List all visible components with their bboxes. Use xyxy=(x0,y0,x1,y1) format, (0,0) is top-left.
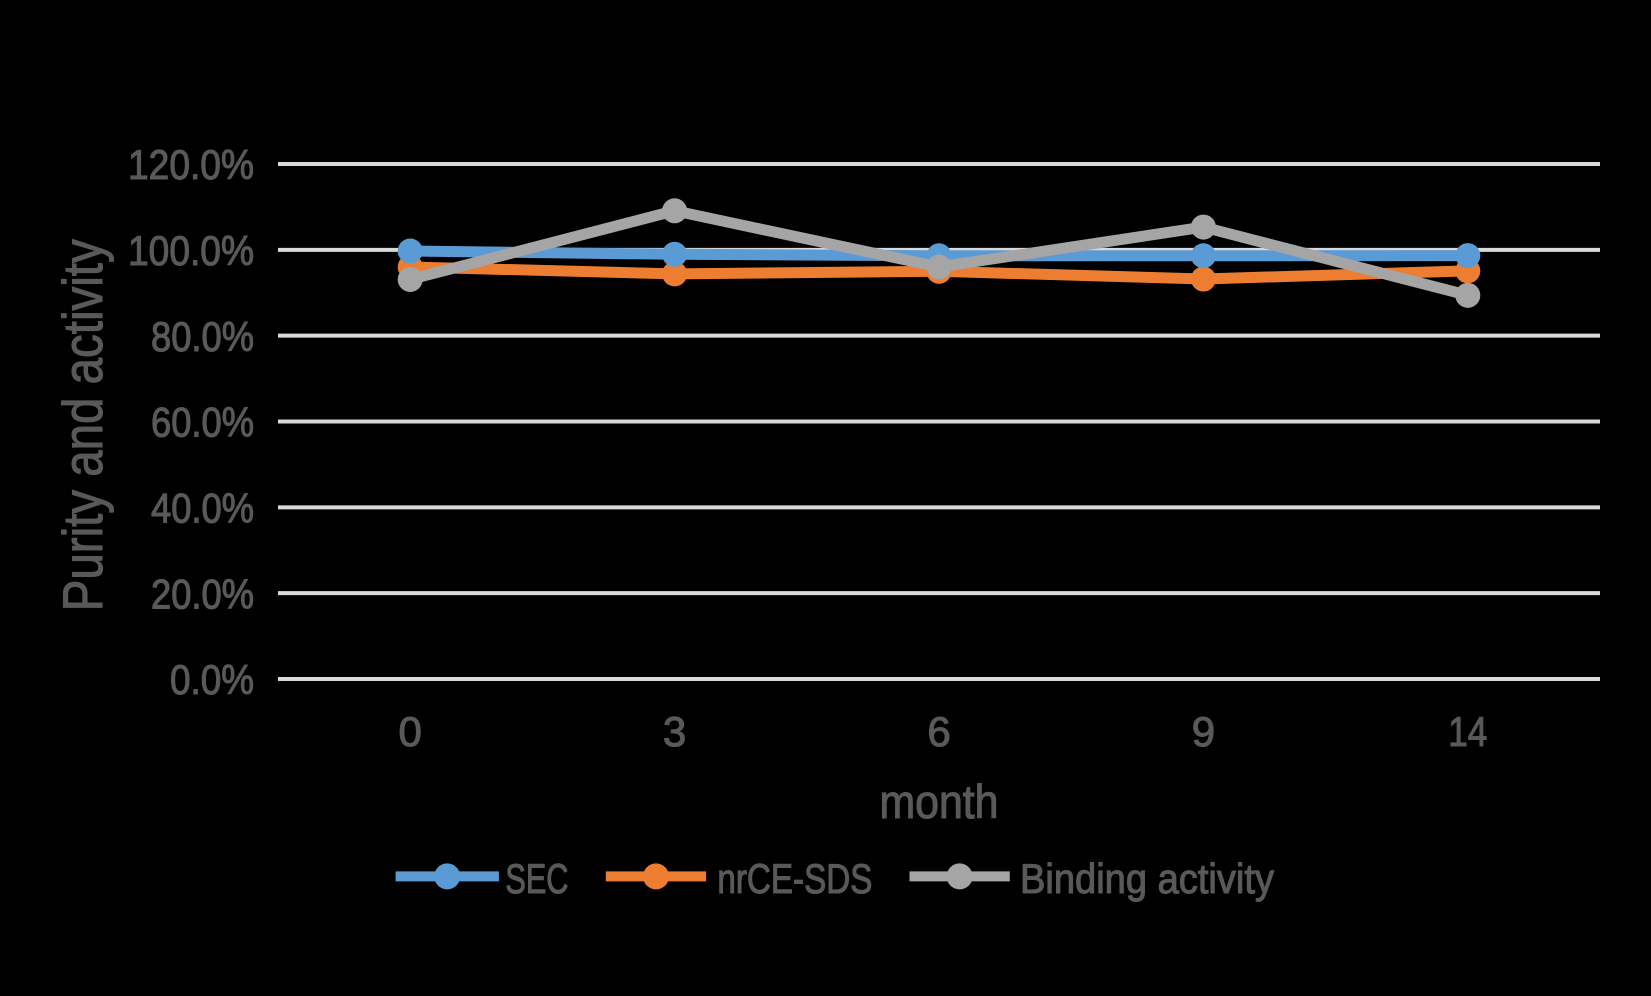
svg-text:6: 6 xyxy=(927,708,950,755)
svg-text:month: month xyxy=(880,775,999,828)
svg-text:nrCE-SDS: nrCE-SDS xyxy=(717,855,872,902)
svg-text:14: 14 xyxy=(1448,708,1487,755)
svg-text:20.0%: 20.0% xyxy=(151,570,254,617)
svg-text:0.0%: 0.0% xyxy=(170,656,254,703)
svg-text:60.0%: 60.0% xyxy=(151,399,254,446)
svg-text:40.0%: 40.0% xyxy=(151,485,254,532)
svg-text:120.0%: 120.0% xyxy=(128,141,254,188)
svg-text:Binding activity: Binding activity xyxy=(1020,855,1274,902)
svg-text:9: 9 xyxy=(1192,708,1215,755)
svg-text:3: 3 xyxy=(663,708,686,755)
svg-text:Purity and activity: Purity and activity xyxy=(51,239,114,611)
svg-text:80.0%: 80.0% xyxy=(151,313,254,360)
svg-text:0: 0 xyxy=(399,708,422,755)
svg-text:SEC: SEC xyxy=(505,855,568,902)
svg-text:100.0%: 100.0% xyxy=(128,227,254,274)
